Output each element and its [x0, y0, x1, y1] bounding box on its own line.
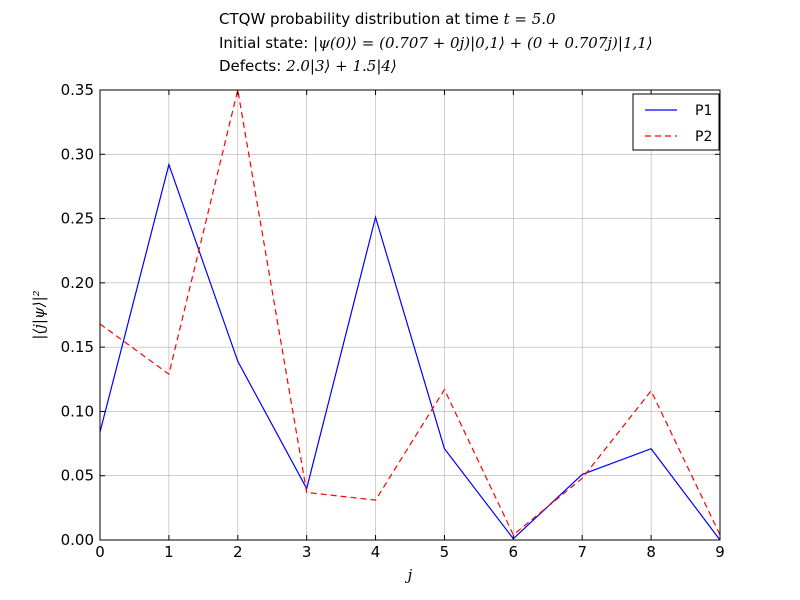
chart-title-line-3: Defects: 2.0|3⟩ + 1.5|4⟩: [219, 57, 397, 75]
axis-ticks: 0 1 2 3 4 5 6 7 8 9 0.00 0.05 0.10 0.15 0.20 0.25 0.30 0.…: [61, 81, 725, 561]
legend-label-p2: P2: [695, 129, 712, 145]
x-tick-label: 9: [715, 543, 725, 561]
y-tick-label: 0.10: [61, 402, 94, 420]
y-tick-label: 0.35: [61, 81, 94, 99]
y-tick-label: 0.20: [61, 274, 94, 292]
series-line-p1: [99, 162, 721, 541]
y-tick-label: 0.30: [61, 145, 94, 163]
x-tick-label: 0: [95, 543, 105, 561]
y-tick-label: 0.00: [61, 531, 94, 549]
x-tick-label: 3: [302, 543, 312, 561]
initial-state-label: Initial state:: [219, 34, 314, 52]
chart-title-line-1: CTQW probability distribution at time t …: [219, 10, 556, 28]
y-tick-label: 0.15: [61, 338, 94, 356]
x-tick-label: 4: [371, 543, 381, 561]
y-tick-label: 0.05: [61, 467, 94, 485]
x-tick-label: 6: [509, 543, 519, 561]
legend: P1 P2: [632, 93, 720, 151]
x-tick-label: 1: [164, 543, 174, 561]
x-axis-label: j: [405, 566, 413, 584]
y-axis-label: |⟨j|ψ⟩|²: [30, 290, 48, 339]
x-tick-label: 7: [577, 543, 587, 561]
legend-box: [632, 93, 720, 151]
defects-label: Defects:: [219, 57, 287, 75]
legend-label-p1: P1: [695, 103, 712, 119]
x-tick-label: 5: [440, 543, 450, 561]
series-lines: [99, 89, 721, 541]
y-tick-label: 0.25: [61, 210, 94, 228]
defects-math: 2.0|3⟩ + 1.5|4⟩: [286, 57, 397, 75]
grid: [99, 89, 721, 541]
title-text: CTQW probability distribution at time: [219, 10, 504, 28]
x-tick-label: 2: [233, 543, 243, 561]
chart-title-line-2: Initial state: |ψ(0)⟩ = (0.707 + 0j)|0,1…: [219, 34, 653, 52]
x-tick-label: 8: [646, 543, 656, 561]
series-line-p2: [99, 89, 721, 536]
plot-area-frame: [99, 89, 721, 541]
title-time-math: t = 5.0: [503, 10, 556, 28]
initial-state-math: |ψ(0)⟩ = (0.707 + 0j)|0,1⟩ + (0 + 0.707j…: [313, 34, 653, 52]
